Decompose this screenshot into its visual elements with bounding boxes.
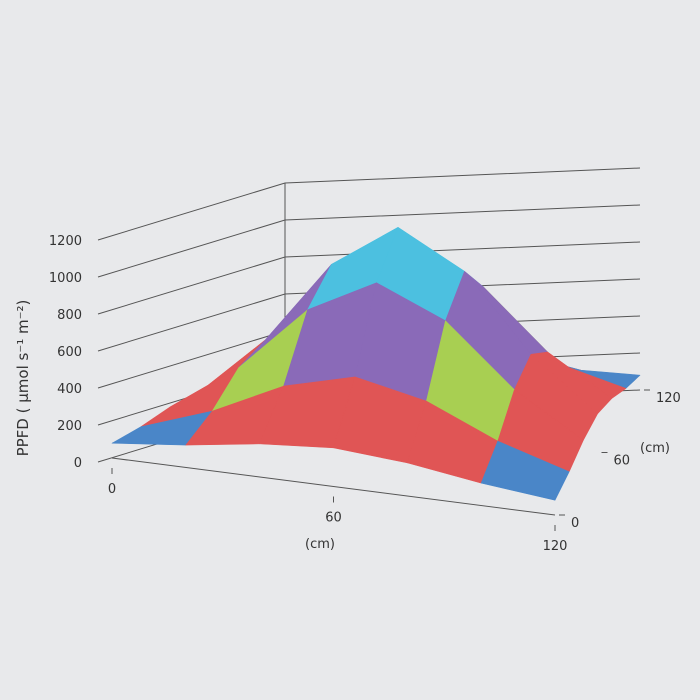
z-tick-label: 0 <box>74 456 82 471</box>
z-tick-label: 200 <box>57 419 82 434</box>
axis-line <box>111 457 556 516</box>
x-axis-label: (cm) <box>305 537 335 552</box>
z-tick-label: 800 <box>57 308 82 323</box>
z-tick-label: 600 <box>57 345 82 360</box>
y-axis-label: (cm) <box>640 441 670 456</box>
z-tick-label: 400 <box>57 382 82 397</box>
z-tick-label: 1200 <box>49 234 82 249</box>
surface-patch <box>480 440 570 501</box>
x-tick-label: 120 <box>543 539 568 554</box>
y-tick-label: 0 <box>571 516 579 531</box>
z-axis-label: PPFD ( µmol s⁻¹ m⁻²) <box>14 300 32 457</box>
y-tick-label: 60 <box>614 454 631 469</box>
y-tick-label: 120 <box>656 391 681 406</box>
x-tick-label: 0 <box>108 482 116 497</box>
z-tick-label: 1000 <box>49 271 82 286</box>
x-tick-label: 60 <box>325 511 342 526</box>
